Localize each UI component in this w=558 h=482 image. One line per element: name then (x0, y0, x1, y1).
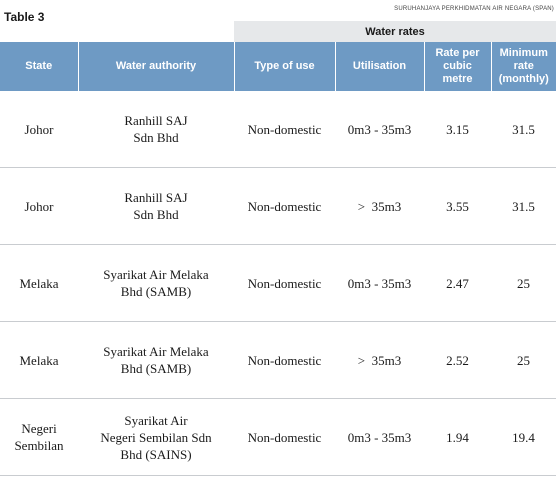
rate-cell: 2.47 (424, 244, 491, 322)
type-of-use-cell: Non-domestic (234, 91, 335, 168)
column-header-rate-per-cubic-metre: Rate per cubic metre (423, 42, 491, 91)
water-authority-cell: Ranhill SAJ Sdn Bhd (78, 167, 234, 245)
state-cell: Johor (0, 91, 78, 168)
water-authority-cell: Syarikat Air Melaka Bhd (SAMB) (78, 244, 234, 322)
rate-cell: 2.52 (424, 321, 491, 399)
minimum-rate-cell: 31.5 (491, 167, 557, 245)
type-of-use-cell: Non-domestic (234, 398, 335, 476)
minimum-rate-cell: 31.5 (491, 91, 557, 168)
column-header-row: State Water authority Type of use Utilis… (0, 42, 557, 91)
rate-cell: 3.55 (424, 167, 491, 245)
table-row: Melaka Syarikat Air Melaka Bhd (SAMB) No… (0, 244, 557, 322)
state-cell: Johor (0, 167, 78, 245)
state-cell: Negeri Sembilan (0, 398, 78, 476)
utilisation-cell: > 35m3 (335, 167, 424, 245)
group-header-spacer (0, 21, 234, 42)
minimum-rate-cell: 25 (491, 321, 557, 399)
water-rates-group-header: Water rates (234, 21, 557, 42)
type-of-use-cell: Non-domestic (234, 167, 335, 245)
column-header-water-authority: Water authority (77, 42, 234, 91)
column-header-utilisation: Utilisation (334, 42, 424, 91)
source-credit: SURUHANJAYA PERKHIDMATAN AIR NEGARA (SPA… (394, 6, 554, 12)
column-header-type-of-use: Type of use (233, 42, 335, 91)
water-authority-cell: Syarikat Air Melaka Bhd (SAMB) (78, 321, 234, 399)
type-of-use-cell: Non-domestic (234, 244, 335, 322)
table-row: Johor Ranhill SAJ Sdn Bhd Non-domestic >… (0, 167, 557, 245)
column-header-minimum-rate: Minimum rate (monthly) (490, 42, 557, 91)
group-header-row: Water rates (0, 21, 557, 42)
water-authority-cell: Syarikat Air Negeri Sembilan Sdn Bhd (SA… (78, 398, 234, 476)
utilisation-cell: 0m3 - 35m3 (335, 91, 424, 168)
rate-cell: 1.94 (424, 398, 491, 476)
type-of-use-cell: Non-domestic (234, 321, 335, 399)
table-row: Johor Ranhill SAJ Sdn Bhd Non-domestic 0… (0, 91, 557, 168)
column-header-state: State (0, 42, 78, 91)
state-cell: Melaka (0, 244, 78, 322)
utilisation-cell: 0m3 - 35m3 (335, 398, 424, 476)
utilisation-cell: > 35m3 (335, 321, 424, 399)
minimum-rate-cell: 19.4 (491, 398, 557, 476)
water-authority-cell: Ranhill SAJ Sdn Bhd (78, 91, 234, 168)
rate-cell: 3.15 (424, 91, 491, 168)
table-title: Table 3 (4, 10, 45, 24)
table-row: Melaka Syarikat Air Melaka Bhd (SAMB) No… (0, 321, 557, 399)
table-row: Negeri Sembilan Syarikat Air Negeri Semb… (0, 398, 557, 476)
state-cell: Melaka (0, 321, 78, 399)
water-rates-table: Water rates State Water authority Type o… (0, 21, 557, 476)
utilisation-cell: 0m3 - 35m3 (335, 244, 424, 322)
minimum-rate-cell: 25 (491, 244, 557, 322)
